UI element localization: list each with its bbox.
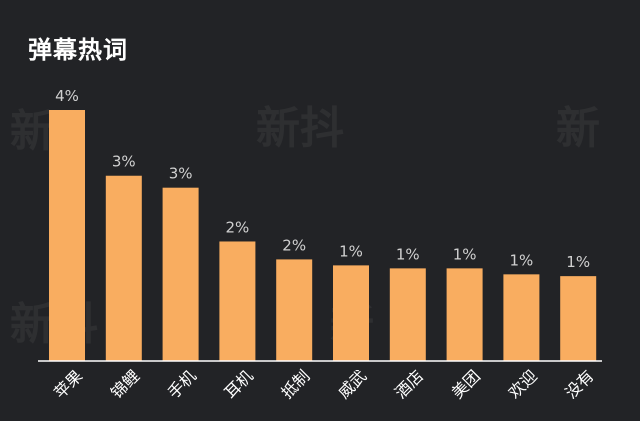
value-label-2: 3% (112, 153, 136, 171)
tick-labels-layer: 苹果 锦鲤 手机 耳机 抵制 威武 酒店 美团 欢迎 没有 (50, 366, 597, 402)
x-tick-label-6: 威武 (334, 366, 370, 402)
x-tick-label-3: 手机 (164, 366, 200, 402)
x-tick-label-2: 锦鲤 (107, 366, 143, 402)
value-label-5: 2% (282, 236, 306, 254)
x-tick-label-1: 苹果 (50, 366, 86, 402)
bar-8 (446, 268, 483, 361)
bar-2 (105, 175, 142, 361)
x-tick-label-5: 抵制 (277, 366, 313, 402)
value-label-10: 1% (566, 253, 590, 271)
value-label-3: 3% (169, 165, 193, 183)
bar-10 (560, 276, 597, 361)
bar-9 (503, 274, 540, 361)
x-tick-label-8: 美团 (448, 366, 484, 402)
value-label-6: 1% (339, 242, 363, 260)
x-tick-label-10: 没有 (561, 366, 597, 402)
chart-title: 弹幕热词 (28, 36, 128, 64)
bar-7 (389, 268, 426, 361)
value-label-7: 1% (396, 245, 420, 263)
bar-5 (276, 259, 313, 361)
x-tick-label-4: 耳机 (221, 366, 257, 402)
x-tick-label-9: 欢迎 (505, 366, 541, 402)
value-label-8: 1% (453, 245, 477, 263)
x-tick-label-7: 酒店 (391, 366, 427, 402)
value-labels-layer: 4% 3% 3% 2% 2% 1% 1% 1% 1% 1% (55, 87, 590, 271)
bar-4 (219, 241, 256, 361)
bars-layer (49, 110, 597, 361)
value-label-9: 1% (510, 251, 534, 269)
value-label-4: 2% (226, 218, 250, 236)
value-label-1: 4% (55, 87, 79, 105)
bar-3 (162, 187, 199, 361)
bar-6 (333, 265, 369, 361)
bar-1 (49, 110, 85, 361)
